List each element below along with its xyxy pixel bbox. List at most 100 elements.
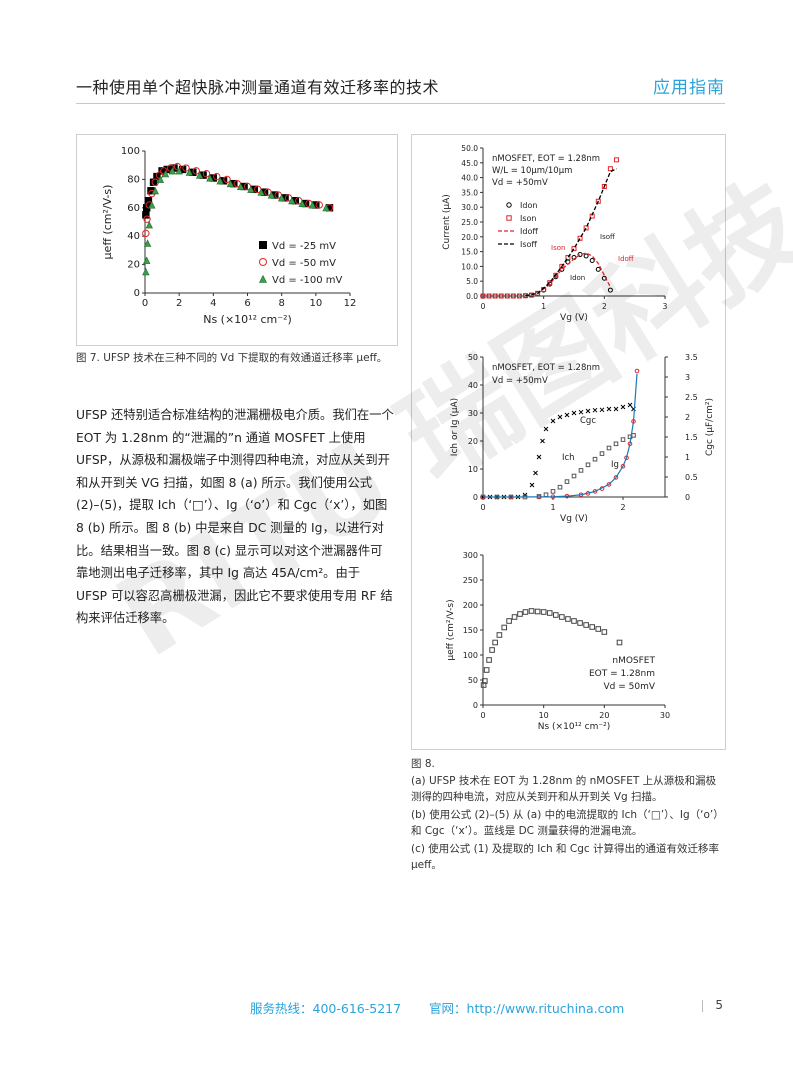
- data-point: [206, 174, 214, 182]
- data-point: [595, 626, 602, 632]
- x-tick-label: 6: [244, 298, 250, 309]
- data-point: [277, 193, 286, 202]
- legend-label: Vd = -100 mV: [272, 275, 343, 286]
- data-point: [223, 175, 231, 184]
- data-point: [506, 618, 512, 624]
- y-axis-label: Ich or Ig (μA): [450, 398, 460, 456]
- data-point: [496, 632, 503, 638]
- data-point: [142, 211, 150, 219]
- x-tick-label: 8: [278, 298, 284, 309]
- y-tick-label: 60: [127, 203, 140, 214]
- chart-note: W/L = 10μm/10μm: [492, 166, 572, 176]
- y-tick-label: 0: [473, 493, 478, 502]
- data-point: [583, 622, 589, 628]
- data-point: [546, 610, 553, 616]
- data-point: [599, 451, 605, 456]
- data-point: [226, 179, 235, 188]
- legend-marker: [259, 241, 267, 249]
- y-tick-label: 0: [473, 701, 478, 710]
- data-point: [535, 290, 541, 296]
- data-point: [236, 182, 245, 191]
- legend-label: Vd = -25 mV: [272, 241, 336, 252]
- x-tick-label: 0: [481, 302, 486, 311]
- data-point: [571, 246, 577, 252]
- legend-label: Isoff: [520, 240, 537, 249]
- y-tick-label: 80: [127, 174, 140, 185]
- data-point: [606, 445, 612, 451]
- legend-marker: [506, 202, 512, 208]
- data-point: [607, 166, 613, 172]
- footer-website-link[interactable]: 官网：http://www.rituchina.com: [429, 1001, 625, 1016]
- section-tag: 应用指南: [653, 78, 725, 98]
- y-axis-label: μeff (cm²/V-s): [446, 599, 456, 660]
- y-tick-label: 30: [468, 409, 478, 418]
- y-tick-label: 100: [121, 146, 140, 157]
- x-axis-label: Vg (V): [560, 313, 588, 323]
- chart-note: nMOSFET: [612, 656, 655, 666]
- data-point: [480, 682, 487, 688]
- annotation: Ig: [611, 460, 619, 470]
- data-point: [583, 225, 589, 231]
- data-point: [564, 479, 570, 484]
- data-point: [613, 406, 619, 412]
- data-point: [620, 463, 626, 469]
- data-point: [607, 287, 613, 293]
- x-tick-label: 0: [480, 711, 485, 720]
- legend-label: Vd = -50 mV: [272, 258, 336, 269]
- data-point: [288, 196, 296, 205]
- data-point: [571, 473, 577, 479]
- figure-8-caption-b: (b) 使用公式 (2)–(5) 从 (a) 中的电流提取的 Ich（‘□’）、…: [411, 809, 724, 837]
- annotation: Idon: [570, 274, 585, 282]
- data-point: [585, 408, 591, 414]
- data-point: [161, 169, 170, 178]
- figure-8a-chart: 0 1 2 30.05.010.015.020.025.030.035.040.045…: [442, 144, 668, 323]
- x-tick-label: 20: [599, 711, 609, 720]
- data-point: [489, 647, 495, 653]
- y-tick-label: 10.0: [461, 262, 478, 271]
- legend-label: Idon: [520, 201, 537, 210]
- y-tick-label: 25.0: [461, 218, 478, 227]
- data-point: [534, 608, 541, 615]
- footer-separator: [702, 1000, 703, 1012]
- y-tick-label: 40: [127, 231, 140, 242]
- data-point: [522, 609, 529, 615]
- data-point: [571, 410, 577, 416]
- data-point: [168, 167, 177, 175]
- y-tick-label: 50: [468, 353, 478, 362]
- y2-tick-label: 2: [685, 413, 690, 422]
- data-point: [606, 482, 612, 487]
- y-tick-label: 200: [463, 601, 478, 610]
- page-number: 5: [715, 998, 723, 1012]
- x-tick-label: 2: [176, 298, 182, 309]
- data-point: [550, 489, 556, 494]
- data-point: [578, 468, 584, 473]
- data-point: [557, 484, 563, 490]
- data-point: [634, 368, 640, 374]
- data-point: [565, 255, 571, 261]
- y2-tick-label: 3: [685, 373, 690, 382]
- x-tick-label: 1: [541, 302, 546, 311]
- y-tick-label: 20: [127, 260, 140, 271]
- data-point: [145, 220, 153, 229]
- y-tick-label: 150: [463, 626, 478, 635]
- data-point: [536, 454, 542, 460]
- data-point: [185, 168, 194, 176]
- data-point: [148, 201, 156, 209]
- y2-axis-label: Cgc (μF/cm²): [705, 398, 715, 456]
- footer-contact: 服务热线：400-616-5217 官网：http://www.rituchin…: [250, 998, 648, 1017]
- chart-note: Vd = +50mV: [492, 376, 548, 386]
- data-point: [151, 186, 159, 195]
- data-point: [143, 215, 151, 223]
- data-point: [577, 620, 583, 626]
- y-axis-label: Current (μA): [442, 194, 452, 250]
- data-point: [315, 201, 323, 209]
- data-point: [510, 293, 516, 299]
- data-point: [557, 414, 563, 420]
- y-tick-label: 0: [134, 288, 140, 299]
- y-tick-label: 50: [468, 676, 478, 685]
- y2-tick-label: 0: [685, 493, 690, 502]
- y2-tick-label: 3.5: [685, 353, 698, 362]
- data-point: [613, 157, 619, 163]
- data-point: [517, 611, 523, 617]
- data-point: [192, 167, 200, 175]
